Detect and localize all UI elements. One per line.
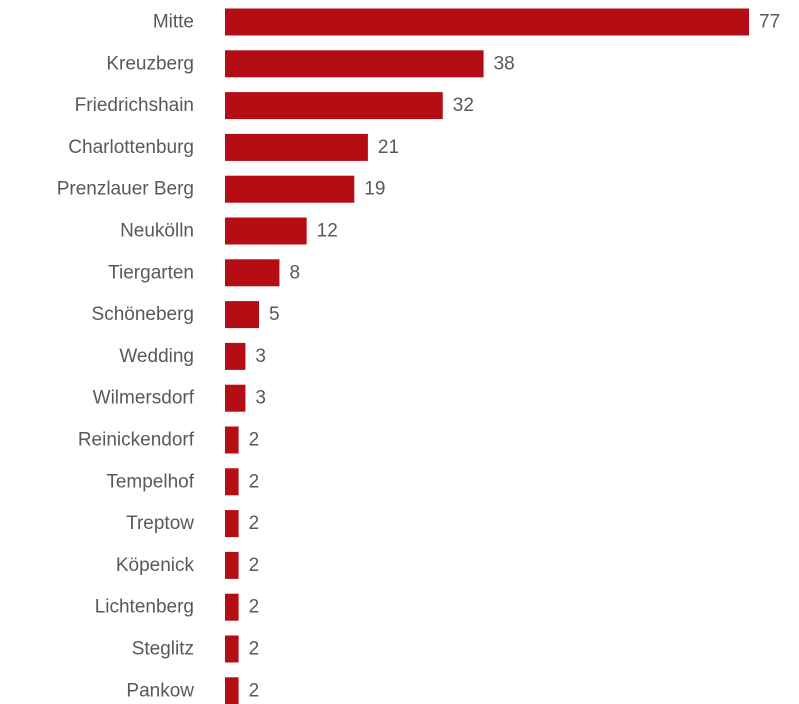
category-label: Mitte xyxy=(153,12,194,33)
value-label: 2 xyxy=(249,597,260,618)
bar xyxy=(225,175,355,203)
value-label: 2 xyxy=(249,680,260,701)
value-label: 12 xyxy=(317,221,338,242)
bar xyxy=(225,635,239,663)
bar xyxy=(225,217,307,245)
bar xyxy=(225,593,239,621)
category-label: Neukölln xyxy=(120,221,194,242)
value-label: 2 xyxy=(249,513,260,534)
value-label: 2 xyxy=(249,471,260,492)
bar xyxy=(225,301,260,329)
bar xyxy=(225,384,246,412)
value-label: 77 xyxy=(759,12,780,33)
value-label: 3 xyxy=(255,388,266,409)
bar xyxy=(225,50,484,78)
category-label: Schöneberg xyxy=(92,304,194,325)
value-label: 38 xyxy=(494,53,515,74)
value-label: 2 xyxy=(249,639,260,660)
value-label: 2 xyxy=(249,555,260,576)
category-label: Kreuzberg xyxy=(106,53,194,74)
bar xyxy=(225,426,239,454)
bar xyxy=(225,677,239,704)
value-label: 19 xyxy=(364,179,385,200)
bars-group xyxy=(225,8,749,704)
bar xyxy=(225,259,280,287)
category-label: Tiergarten xyxy=(108,262,194,283)
value-label: 5 xyxy=(269,304,280,325)
value-label: 8 xyxy=(289,262,300,283)
bar xyxy=(225,468,239,496)
bar xyxy=(225,342,246,370)
category-label: Prenzlauer Berg xyxy=(57,179,194,200)
bar xyxy=(225,133,368,161)
bar xyxy=(225,551,239,579)
category-label: Tempelhof xyxy=(106,471,194,492)
category-label: Reinickendorf xyxy=(78,430,195,451)
bar xyxy=(225,510,239,538)
category-label: Friedrichshain xyxy=(75,95,194,116)
value-label: 21 xyxy=(378,137,399,158)
value-label: 2 xyxy=(249,430,260,451)
bar xyxy=(225,8,749,36)
category-label: Treptow xyxy=(126,513,194,534)
category-label: Steglitz xyxy=(132,639,194,660)
category-label: Pankow xyxy=(126,680,194,701)
category-label: Charlottenburg xyxy=(68,137,194,158)
category-label: Wilmersdorf xyxy=(93,388,195,409)
value-label: 32 xyxy=(453,95,474,116)
bar xyxy=(225,92,443,120)
category-labels-group: Mitte Kreuzberg Friedrichshain Charlottenbu… xyxy=(57,12,195,702)
category-label: Lichtenberg xyxy=(95,597,194,618)
value-label: 3 xyxy=(255,346,266,367)
category-label: Wedding xyxy=(119,346,194,367)
category-label: Köpenick xyxy=(116,555,195,576)
